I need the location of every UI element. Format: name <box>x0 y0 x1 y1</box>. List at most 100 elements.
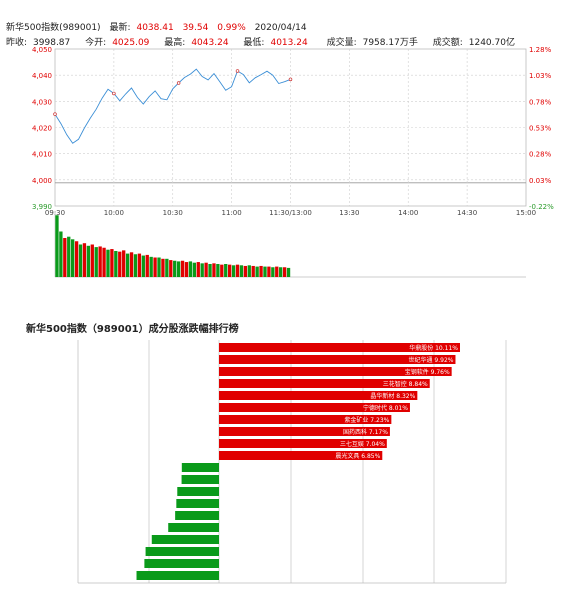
volume-bar <box>74 241 79 277</box>
rank-chart-title: 新华500指数（989001）成分股涨跌幅排行榜 <box>26 324 239 335</box>
volume-bar <box>192 262 196 277</box>
volume-bar <box>188 261 193 277</box>
volume-bar <box>71 239 75 277</box>
header-row-2: 昨收: 3998.87 今开: 4025.09 最高: 4043.24 最低: 4013… <box>6 35 521 48</box>
volume-bar <box>228 264 232 277</box>
volume-bar <box>286 267 291 277</box>
volume-bar <box>161 258 165 277</box>
volume-bar <box>224 264 228 277</box>
rank-bar-label: 大族激光 -3.08% <box>222 548 269 556</box>
open-label: 今开: <box>85 38 107 48</box>
rank-bar-label: 晶华新材 8.32% <box>370 392 415 400</box>
x-tick-label: 13:30 <box>339 209 359 217</box>
y-tick-left: 4,000 <box>32 177 52 185</box>
y-tick-left: 4,050 <box>32 46 52 54</box>
volume-bar <box>98 246 102 277</box>
volume-bar <box>114 251 118 277</box>
price-point <box>53 112 57 116</box>
volume-bar <box>122 250 126 277</box>
volume-bar <box>271 267 275 277</box>
rank-bar <box>219 403 410 412</box>
rank-bar <box>145 547 219 556</box>
x-tick-label: 14:30 <box>457 209 477 217</box>
y-tick-right: 0.28% <box>529 151 552 159</box>
latest-value: 4038.41 <box>136 23 174 33</box>
rank-bar <box>219 439 387 448</box>
rank-bar-label: 世纪华通 9.92% <box>409 356 454 364</box>
volume-bar <box>239 265 244 277</box>
rank-bar-label: 华东水泥 -2.82% <box>222 536 269 544</box>
volume-value: 7958.17万手 <box>362 38 418 48</box>
rank-bar-label: 国药西科 7.17% <box>343 428 388 436</box>
rank-bar-label: 国发股份 -1.56% <box>222 464 269 472</box>
rank-bar <box>219 343 460 352</box>
volume-bar <box>86 245 91 277</box>
volume-bar <box>267 266 271 277</box>
rank-bar <box>219 451 383 460</box>
volume-bar <box>212 263 216 277</box>
open-value: 4025.09 <box>112 38 150 48</box>
volume-bar <box>153 257 157 277</box>
rank-bar <box>168 523 219 532</box>
price-series <box>53 68 293 144</box>
rank-bar-label: 晨光文具 6.85% <box>335 452 380 460</box>
volume-bar <box>243 265 248 277</box>
low-value: 4013.24 <box>270 38 308 48</box>
volume-bar <box>208 264 212 277</box>
price-line <box>54 68 291 144</box>
volume-bar <box>78 244 83 277</box>
volume-bar <box>94 247 98 277</box>
rank-bar-label: 海能达 -1.75% <box>222 488 263 496</box>
volume-bars <box>54 212 526 278</box>
volume-bar <box>55 215 59 277</box>
grid <box>54 48 527 207</box>
y-tick-left: 4,030 <box>32 98 52 106</box>
x-tick-label: 15:00 <box>516 209 536 217</box>
y-tick-left: 4,010 <box>32 151 52 159</box>
rank-bar <box>219 415 392 424</box>
x-tick-label: 11:00 <box>222 209 242 217</box>
volume-bar <box>59 231 63 277</box>
volume-bar <box>110 249 114 277</box>
volume-bar <box>106 249 110 277</box>
x-tick-label: 11:30/13:00 <box>269 209 312 217</box>
high-label: 最高: <box>164 38 186 48</box>
x-tick-label: 10:30 <box>163 209 183 217</box>
rank-bar <box>219 427 390 436</box>
volume-bar <box>82 243 87 277</box>
volume-bar <box>90 244 94 277</box>
y-tick-right: 0.03% <box>529 177 552 185</box>
volume-bar <box>118 251 122 277</box>
rank-bar <box>176 499 219 508</box>
volume-bar <box>141 255 145 277</box>
rank-bar <box>177 487 219 496</box>
volume-bar <box>169 260 173 277</box>
volume-bar <box>220 264 224 277</box>
y-tick-right: 1.03% <box>529 72 552 80</box>
change-value: 39.54 <box>182 23 209 33</box>
y-tick-right: 0.78% <box>529 98 552 106</box>
low-label: 最低: <box>243 38 265 48</box>
volume-bar <box>247 265 251 277</box>
rank-bar <box>219 367 452 376</box>
price-point <box>288 77 293 82</box>
intraday-chart: 4,050 1.28% 4,040 1.03% 4,030 0.78% 4,020 0.53%… <box>32 46 554 278</box>
rank-bar-label: 海峡股份 -1.79% <box>222 500 269 508</box>
rank-bar-label: 三花智控 8.84% <box>383 380 428 388</box>
volume-bar <box>282 267 287 277</box>
volume-bar <box>125 253 130 277</box>
change-pct-value: 0.99% <box>217 23 246 33</box>
volume-bar <box>165 258 169 277</box>
axis-labels: 4,050 1.28% 4,040 1.03% 4,030 0.78% 4,020 0.53%… <box>32 46 554 217</box>
rank-bar-label: 华鼎股份 10.11% <box>409 344 458 352</box>
y-tick-right: 0.53% <box>529 125 552 133</box>
volume-bar <box>180 260 185 277</box>
rank-bar-label: 苏泊尔 -1.57% <box>222 476 263 484</box>
prev-close-value: 3998.87 <box>33 38 71 48</box>
rank-bars: 华鼎股份 10.11% 世纪华通 9.92% 宝钢软件 9.76% 三花智控 8.84… <box>136 343 460 580</box>
volume-bar <box>251 265 255 277</box>
volume-bar <box>129 252 134 277</box>
prev-close-label: 昨收: <box>6 38 28 48</box>
volume-bar <box>263 266 267 277</box>
latest-label: 最新: <box>109 23 131 33</box>
